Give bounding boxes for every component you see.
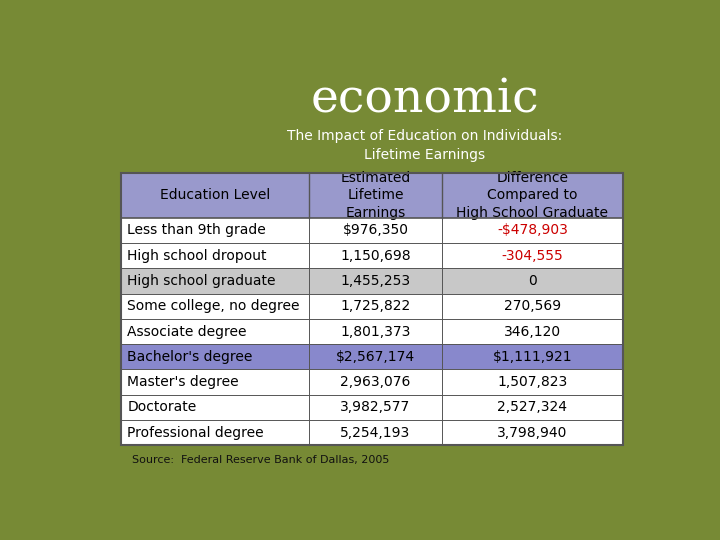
Text: $2,567,174: $2,567,174 [336, 350, 415, 364]
Bar [121, 395, 623, 420]
Text: 2,963,076: 2,963,076 [341, 375, 410, 389]
Bar [121, 420, 623, 445]
Text: 5,254,193: 5,254,193 [341, 426, 410, 440]
Text: 1,455,253: 1,455,253 [341, 274, 410, 288]
Text: Education Level: Education Level [160, 188, 270, 202]
Bar [121, 173, 623, 445]
Bar [121, 268, 623, 294]
Text: Estimated
Lifetime
Earnings: Estimated Lifetime Earnings [341, 171, 410, 220]
Text: Bachelor's degree: Bachelor's degree [127, 350, 253, 364]
Text: 0: 0 [528, 274, 537, 288]
Text: 2,527,324: 2,527,324 [498, 400, 567, 414]
Bar [121, 243, 623, 268]
Bar [121, 294, 623, 319]
Text: -304,555: -304,555 [502, 249, 563, 263]
Text: $1,111,921: $1,111,921 [492, 350, 572, 364]
Text: 1,150,698: 1,150,698 [341, 249, 411, 263]
Text: 3,798,940: 3,798,940 [498, 426, 567, 440]
Text: Some college, no degree: Some college, no degree [127, 299, 300, 313]
Text: 1,507,823: 1,507,823 [498, 375, 567, 389]
Text: Source:  Federal Reserve Bank of Dallas, 2005: Source: Federal Reserve Bank of Dallas, … [132, 455, 390, 465]
Text: 1,801,373: 1,801,373 [341, 325, 410, 339]
Text: Less than 9th grade: Less than 9th grade [127, 224, 266, 238]
Bar [121, 319, 623, 344]
Text: 270,569: 270,569 [504, 299, 561, 313]
Text: 1,725,822: 1,725,822 [341, 299, 410, 313]
Bar [121, 218, 623, 243]
Text: -$478,903: -$478,903 [497, 224, 568, 238]
Text: Difference
Compared to
High School Graduate: Difference Compared to High School Gradu… [456, 171, 608, 220]
Text: High school dropout: High school dropout [127, 249, 267, 263]
Text: 3,982,577: 3,982,577 [341, 400, 410, 414]
Text: Master's degree: Master's degree [127, 375, 239, 389]
Text: 346,120: 346,120 [504, 325, 561, 339]
Bar [121, 344, 623, 369]
Text: Associate degree: Associate degree [127, 325, 247, 339]
Bar [121, 173, 623, 218]
Text: $976,350: $976,350 [343, 224, 408, 238]
Text: The Impact of Education on Individuals:
Lifetime Earnings: The Impact of Education on Individuals: … [287, 129, 562, 161]
Text: Professional degree: Professional degree [127, 426, 264, 440]
Text: Doctorate: Doctorate [127, 400, 197, 414]
Text: High school graduate: High school graduate [127, 274, 276, 288]
Bar [121, 369, 623, 395]
Text: economic: economic [310, 77, 539, 123]
